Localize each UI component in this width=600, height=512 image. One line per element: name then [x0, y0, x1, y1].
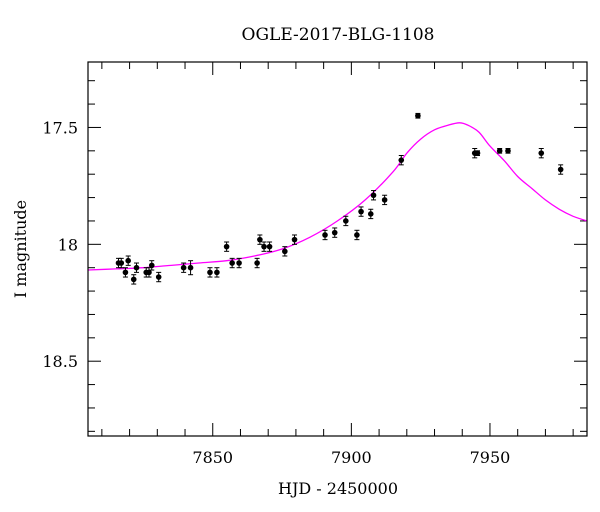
data-point: [146, 267, 152, 278]
data-point: [207, 267, 213, 278]
data-point-marker: [354, 232, 360, 238]
data-point-marker: [266, 243, 273, 250]
data-point: [214, 267, 220, 278]
data-point: [118, 257, 125, 269]
data-point-marker: [505, 148, 511, 154]
model-curve-layer: [87, 122, 588, 271]
data-point-marker: [343, 218, 349, 224]
data-point: [254, 257, 260, 269]
x-tick-label: 7850: [192, 448, 233, 467]
data-point: [282, 246, 288, 257]
data-point-marker: [223, 243, 230, 250]
data-point: [538, 147, 545, 159]
data-point-marker: [367, 211, 374, 217]
data-point: [322, 229, 328, 241]
data-point-marker: [146, 269, 152, 276]
data-point: [155, 271, 162, 283]
data-point-marker: [557, 166, 564, 173]
data-point: [180, 262, 187, 273]
data-point: [505, 147, 511, 154]
data-point: [474, 150, 481, 156]
data-point: [354, 229, 360, 241]
data-point-marker: [125, 257, 131, 264]
data-point-marker: [254, 260, 260, 266]
tick-labels: 7850 7900 7950 17.5 18 18.5: [42, 118, 510, 467]
data-point: [236, 257, 242, 269]
data-point: [133, 262, 140, 273]
data-point: [257, 234, 263, 245]
model-curve: [87, 122, 588, 271]
y-tick-label: 17.5: [42, 118, 78, 137]
data-point: [229, 257, 235, 269]
x-tick-label: 7950: [470, 448, 511, 467]
x-tick-label: 7900: [331, 448, 372, 467]
data-point: [130, 274, 137, 285]
data-point: [223, 241, 230, 252]
data-point: [358, 206, 364, 217]
data-point-marker: [415, 112, 421, 119]
data-point-marker: [180, 264, 187, 271]
data-point-marker: [322, 232, 328, 238]
data-point-marker: [538, 150, 545, 156]
data-point-marker: [358, 208, 364, 215]
data-point: [148, 260, 155, 271]
data-point-marker: [133, 264, 140, 271]
data-point-marker: [398, 157, 405, 163]
data-point: [122, 267, 129, 278]
data-point: [415, 112, 421, 119]
data-point-marker: [155, 274, 162, 280]
data-point-marker: [148, 262, 155, 269]
y-axis-label: I magnitude: [11, 200, 30, 298]
data-point-marker: [331, 229, 338, 236]
data-point-marker: [118, 260, 125, 266]
data-point-marker: [236, 260, 242, 266]
data-point-marker: [207, 269, 213, 276]
data-point-marker: [291, 236, 298, 243]
data-point: [261, 241, 267, 252]
chart-title: OGLE-2017-BLG-1108: [242, 25, 435, 45]
data-point: [291, 234, 298, 245]
axis-ticks: [88, 62, 587, 436]
data-point: [381, 194, 388, 206]
plot-frame: [87, 61, 588, 437]
data-point: [331, 227, 338, 238]
data-point-marker: [474, 150, 481, 156]
data-point-marker: [496, 148, 503, 154]
data-point: [370, 190, 377, 201]
data-point-marker: [370, 192, 377, 199]
y-tick-label: 18: [58, 235, 78, 254]
data-point-marker: [122, 269, 129, 276]
data-point: [496, 147, 503, 154]
data-point-marker: [381, 197, 388, 203]
x-axis-label: HJD - 2450000: [278, 479, 398, 498]
data-point-marker: [257, 236, 263, 243]
data-point: [125, 255, 131, 266]
data-point: [343, 215, 349, 227]
y-tick-label: 18.5: [42, 352, 78, 371]
data-point-marker: [229, 260, 235, 266]
data-point: [367, 208, 374, 220]
data-point: [187, 260, 194, 276]
data-point-marker: [130, 276, 137, 283]
data-point-marker: [187, 264, 194, 271]
data-point-marker: [214, 269, 220, 276]
data-point-marker: [261, 243, 267, 250]
data-point-marker: [282, 248, 288, 255]
data-points-layer: [115, 112, 564, 285]
data-point: [266, 241, 273, 252]
data-point: [398, 155, 405, 166]
data-point: [557, 164, 564, 175]
